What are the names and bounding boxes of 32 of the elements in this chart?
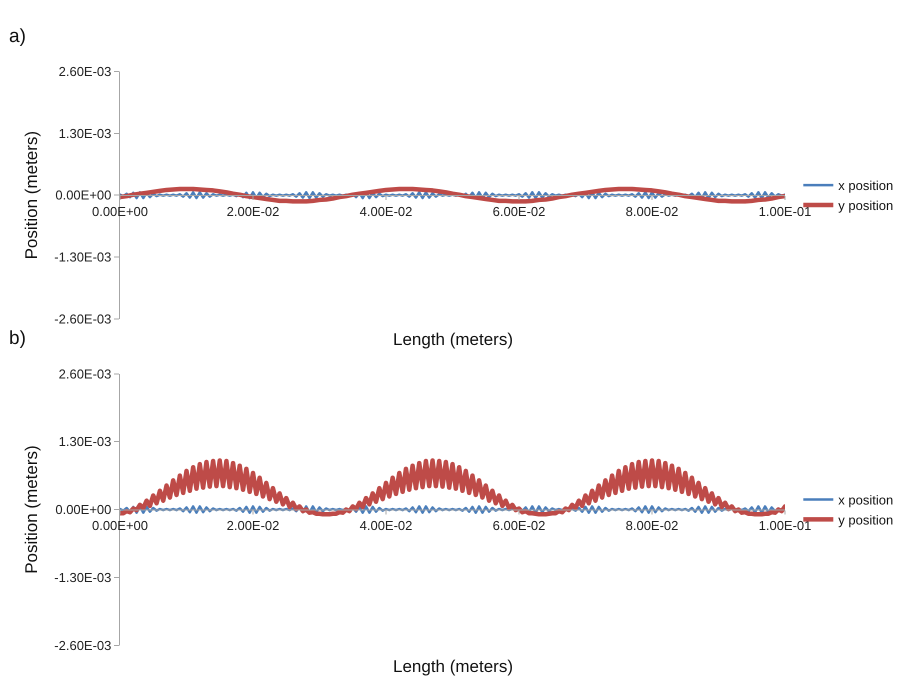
x-tick-label: 4.00E-02	[360, 204, 412, 219]
x-tick-label: 8.00E-02	[626, 518, 678, 534]
x-axis-title: Length (meters)	[393, 330, 513, 349]
x-axis-title: Length (meters)	[393, 657, 513, 676]
x-tick-label: 4.00E-02	[360, 518, 412, 534]
y-tick-label: 1.30E-03	[58, 434, 112, 450]
y-axis-title: Position (meters)	[22, 445, 41, 574]
y-tick-label: -2.60E-03	[54, 638, 112, 653]
x-tick-label: 6.00E-02	[492, 204, 546, 219]
x-tick-label: 2.00E-02	[226, 204, 280, 219]
x-tick-label: 2.00E-02	[226, 518, 280, 534]
y-tick-label: 0.00E+00	[55, 502, 112, 518]
x-tick-label: 0.00E+00	[92, 204, 148, 219]
y-tick-label: -1.30E-03	[54, 570, 112, 586]
y-tick-label: -2.60E-03	[54, 311, 112, 326]
x-tick-label: 6.00E-02	[492, 518, 546, 534]
chart-title: b)	[9, 328, 26, 349]
x-tick-label: 1.00E-01	[758, 518, 812, 534]
chart-title: a)	[9, 26, 26, 47]
x-tick-label: 8.00E-02	[626, 204, 678, 219]
y-axis-title: Position (meters)	[22, 130, 41, 260]
y-tick-label: 2.60E-03	[58, 366, 112, 382]
legend-label: x position	[838, 178, 894, 194]
legend-label: y position	[838, 198, 894, 214]
x-tick-label: 0.00E+00	[92, 518, 148, 534]
y-tick-label: -1.30E-03	[54, 250, 112, 265]
legend-label: x position	[838, 492, 894, 508]
y-tick-label: 0.00E+00	[55, 188, 112, 203]
x-tick-label: 1.00E-01	[758, 204, 812, 219]
y-tick-label: 1.30E-03	[58, 126, 112, 141]
legend-label: y position	[838, 512, 894, 528]
y-tick-label: 2.60E-03	[58, 64, 112, 80]
